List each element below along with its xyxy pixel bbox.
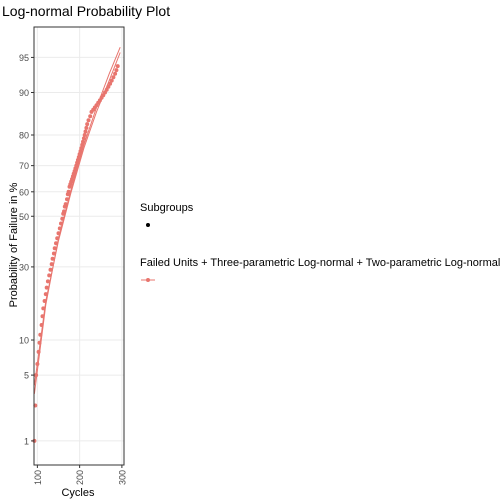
data-point [86,118,91,123]
data-point [52,246,57,251]
data-point [36,349,41,354]
panel-border [33,26,125,466]
legend-key-point [146,278,150,282]
data-point [57,226,62,231]
y-tick-label: 70 [19,161,29,171]
data-point [113,71,118,76]
data-point [106,84,111,89]
data-point [59,221,63,226]
y-tick-label: 5 [24,371,29,381]
data-point [62,209,66,214]
data-point [40,314,45,319]
data-point [37,340,42,345]
data-point [48,267,53,272]
data-point [42,299,47,303]
data-point [39,323,44,327]
data-point [76,155,81,160]
data-point [114,68,119,73]
data-point [82,133,87,137]
data-point [54,241,58,246]
data-point [83,129,88,134]
data-point [63,202,68,207]
x-tick-label: 200 [75,470,85,485]
data-point [81,136,86,141]
legend-key-subgroups [146,223,150,227]
legend-title-failed-units: Failed Units + Three-parametric Log-norm… [140,257,501,269]
data-point [77,152,82,157]
y-tick-label: 1 [24,436,29,446]
x-tick-label: 100 [33,470,43,485]
data-point [111,75,116,80]
data-point [84,125,89,130]
data-point [81,139,85,144]
data-point [66,189,71,194]
data-point [41,306,46,311]
x-axis-label: Cycles [61,487,95,499]
data-point [88,114,93,119]
data-point [43,292,48,297]
data-point [44,285,49,290]
data-point [34,373,39,378]
data-point [109,78,114,83]
data-point [47,273,52,278]
y-tick-label: 30 [19,262,29,272]
data-point [35,362,40,366]
data-point [49,262,54,267]
y-tick-label: 50 [19,212,29,222]
y-tick-label: 95 [19,53,29,63]
data-point [80,142,85,147]
data-point [56,231,61,236]
data-point [108,81,113,86]
data-point [51,251,56,256]
data-point [55,236,60,241]
data-point [38,332,43,337]
y-tick-label: 60 [19,187,29,197]
plot-panel [34,27,124,465]
y-tick-label: 80 [19,130,29,140]
data-point [60,216,65,221]
y-tick-label: 10 [19,336,29,346]
chart-title: Log-normal Probability Plot [2,3,171,19]
data-point [79,146,84,151]
data-point [50,256,55,261]
data-point [78,149,83,154]
data-point [65,197,69,202]
data-point [45,279,50,284]
y-tick-label: 90 [19,88,29,98]
legend-title-subgroups: Subgroups [140,202,194,214]
data-point [104,87,109,92]
data-point [115,64,120,69]
data-point [85,122,90,127]
x-tick-label: 300 [117,470,127,485]
